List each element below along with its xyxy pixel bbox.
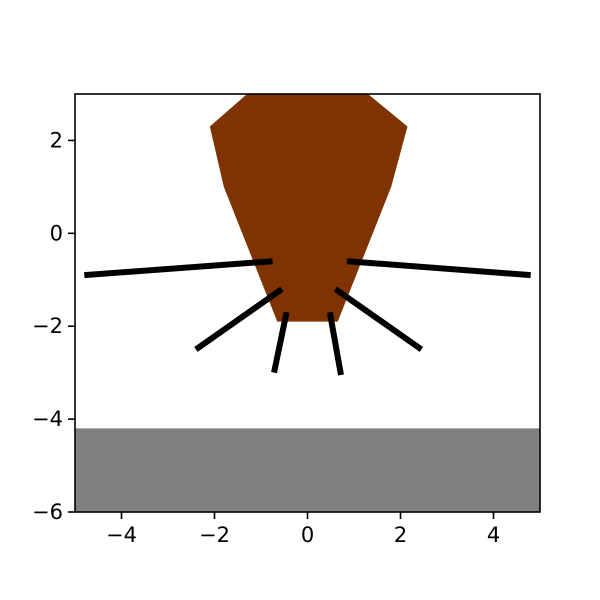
y-tick-label: −2: [32, 314, 63, 338]
x-tick-label: −2: [199, 523, 230, 547]
x-tick-label: −4: [106, 523, 137, 547]
ground-rect: [75, 428, 540, 512]
leg-line-1: [84, 258, 273, 279]
plot-area: [75, 94, 540, 512]
x-tick-label: 0: [301, 523, 314, 547]
leg-line-4: [333, 286, 424, 352]
body-polygon: [209, 94, 408, 322]
y-tick-label: 0: [50, 221, 63, 245]
x-tick-label: 2: [394, 523, 407, 547]
x-tick-label: 4: [487, 523, 500, 547]
leg-line-6: [326, 311, 344, 376]
y-tick-label: −6: [32, 500, 63, 524]
leg-line-5: [271, 311, 290, 374]
leg-line-2: [346, 258, 531, 279]
y-tick-label: −4: [32, 407, 63, 431]
y-tick-label: 2: [50, 128, 63, 152]
leg-line-3: [194, 286, 284, 352]
